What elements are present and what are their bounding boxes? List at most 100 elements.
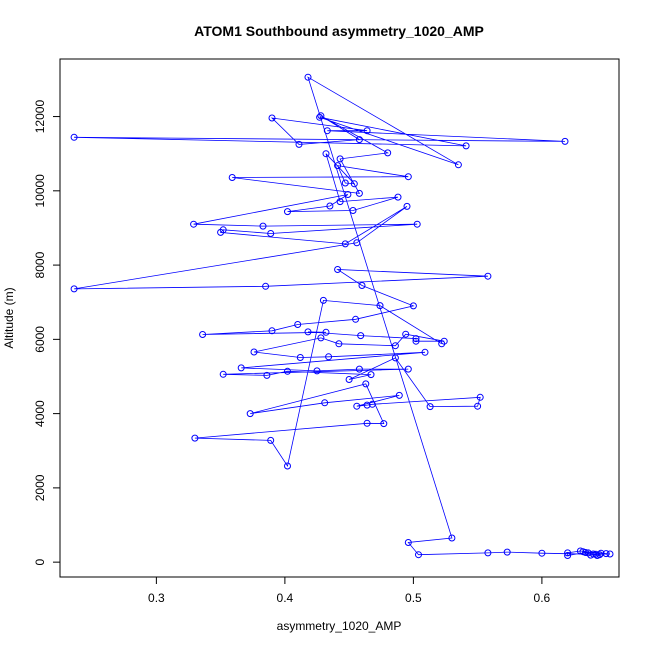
data-point [336,155,344,163]
y-tick-label: 2000 [33,474,47,501]
data-point [355,189,363,197]
data-point [325,353,333,361]
data-point [321,399,329,407]
data-point [349,207,357,214]
x-tick-label: 0.4 [277,591,294,605]
data-point [367,371,375,379]
data-point [326,202,334,210]
data-point [391,342,399,350]
data-point [564,549,572,557]
data-point [190,220,198,228]
data-point [262,282,270,290]
data-point [409,302,417,310]
data-point [322,150,330,158]
x-tick-label: 0.6 [534,591,551,605]
chart-title: ATOM1 Southbound asymmetry_1020_AMP [194,23,484,39]
data-point [284,208,291,216]
data-point [344,191,352,198]
data-point [415,551,422,559]
data-point [191,434,199,442]
data-point [250,348,258,356]
data-point [395,391,403,399]
data-point [448,534,456,542]
y-axis-label: Altitude (m) [2,287,16,348]
data-point [70,133,78,141]
data-point [334,162,342,170]
data-point [353,239,361,247]
y-tick-label: 10000 [33,174,47,208]
data-point [474,402,482,410]
data-point [296,354,304,361]
data-point [368,400,376,408]
x-tick-label: 0.5 [405,591,422,605]
data-point [404,365,412,373]
data-point [362,380,370,388]
data-point [350,180,358,188]
data-point [228,174,236,181]
data-point [294,321,302,328]
data-point [355,365,363,373]
x-axis: 0.3 0.4 0.5 0.6 [148,576,551,605]
data-point [284,462,291,470]
y-tick-label: 6000 [33,326,47,353]
data-point [284,367,291,375]
data-point [219,370,227,378]
data-point [462,142,470,150]
data-point [199,331,207,338]
data-point [561,137,569,145]
data-point [602,550,610,558]
data-point [352,315,360,323]
data-point [476,393,484,401]
data-point [363,401,371,409]
data-point [394,193,402,201]
data-point [70,285,78,293]
data-point [421,348,429,356]
data-point [323,127,331,135]
data-point [322,328,330,336]
data-point [503,548,511,556]
series-points [70,73,614,559]
data-point [391,354,399,362]
data-point [402,330,410,338]
data-point [564,552,572,559]
data-point [268,327,276,335]
data-point [341,179,349,187]
data-point [336,198,344,206]
data-point [267,436,275,444]
data-point [413,220,421,228]
data-point [403,202,411,210]
data-point [295,140,303,148]
data-point [404,539,412,546]
data-point [404,173,412,181]
data-point [484,549,492,557]
data-point [317,112,325,120]
data-point [317,334,325,342]
data-point [363,127,371,135]
data-point [363,419,371,427]
data-point [597,549,605,557]
data-point [313,367,321,375]
data-point [484,272,492,280]
data-point [355,136,363,144]
data-point [304,328,312,336]
y-tick-label: 4000 [33,400,47,427]
data-point [358,282,366,289]
data-point [334,266,342,273]
data-point [376,302,384,310]
data-point [538,549,546,557]
x-tick-label: 0.3 [148,591,165,605]
data-point [259,222,267,230]
y-tick-label: 0 [33,558,47,565]
data-point [592,550,600,558]
data-point [304,73,312,81]
data-point [438,340,446,348]
data-point [454,161,462,169]
data-point [316,113,324,121]
data-point [267,230,275,237]
y-tick-label: 8000 [33,251,47,278]
data-point [593,552,601,559]
data-point [412,335,420,343]
data-point [576,547,584,555]
